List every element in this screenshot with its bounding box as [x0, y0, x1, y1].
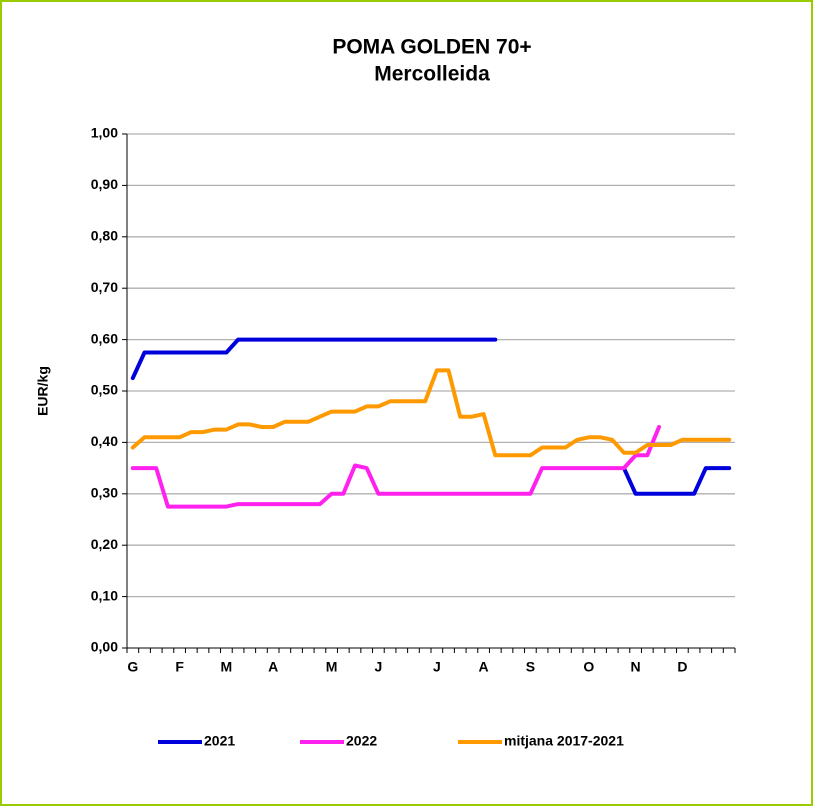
y-tick-label: 0,00 — [91, 639, 118, 655]
y-tick-label: 0,40 — [91, 433, 118, 449]
y-tick-label: 0,50 — [91, 382, 118, 398]
chart-subtitle: Mercolleida — [374, 63, 490, 86]
legend-label: 2021 — [204, 733, 235, 749]
chart-title: POMA GOLDEN 70+ — [332, 36, 531, 59]
y-tick-label: 0,60 — [91, 330, 118, 346]
y-tick-label: 0,20 — [91, 536, 118, 552]
x-tick-label: D — [677, 659, 687, 675]
y-axis-label: EUR/kg — [35, 366, 51, 416]
x-tick-label: M — [221, 659, 233, 675]
x-tick-label: M — [326, 659, 338, 675]
y-tick-label: 0,10 — [91, 587, 118, 603]
series-line — [130, 425, 661, 509]
x-tick-label: N — [631, 659, 641, 675]
legend-label: 2022 — [346, 733, 377, 749]
y-tick-label: 0,70 — [91, 279, 118, 295]
y-tick-label: 0,30 — [91, 485, 118, 501]
y-tick-label: 0,90 — [91, 176, 118, 192]
x-tick-label: F — [175, 659, 184, 675]
x-tick-label: J — [374, 659, 382, 675]
legend-label: mitjana 2017-2021 — [504, 733, 624, 749]
x-tick-label: G — [127, 659, 138, 675]
y-tick-label: 0,80 — [91, 228, 118, 244]
x-tick-label: S — [526, 659, 535, 675]
series-line — [130, 337, 732, 496]
x-tick-label: J — [433, 659, 441, 675]
x-tick-label: O — [583, 659, 594, 675]
x-tick-label: A — [268, 659, 278, 675]
x-tick-label: A — [479, 659, 489, 675]
series-line — [130, 368, 732, 458]
y-tick-label: 1,00 — [91, 125, 118, 141]
